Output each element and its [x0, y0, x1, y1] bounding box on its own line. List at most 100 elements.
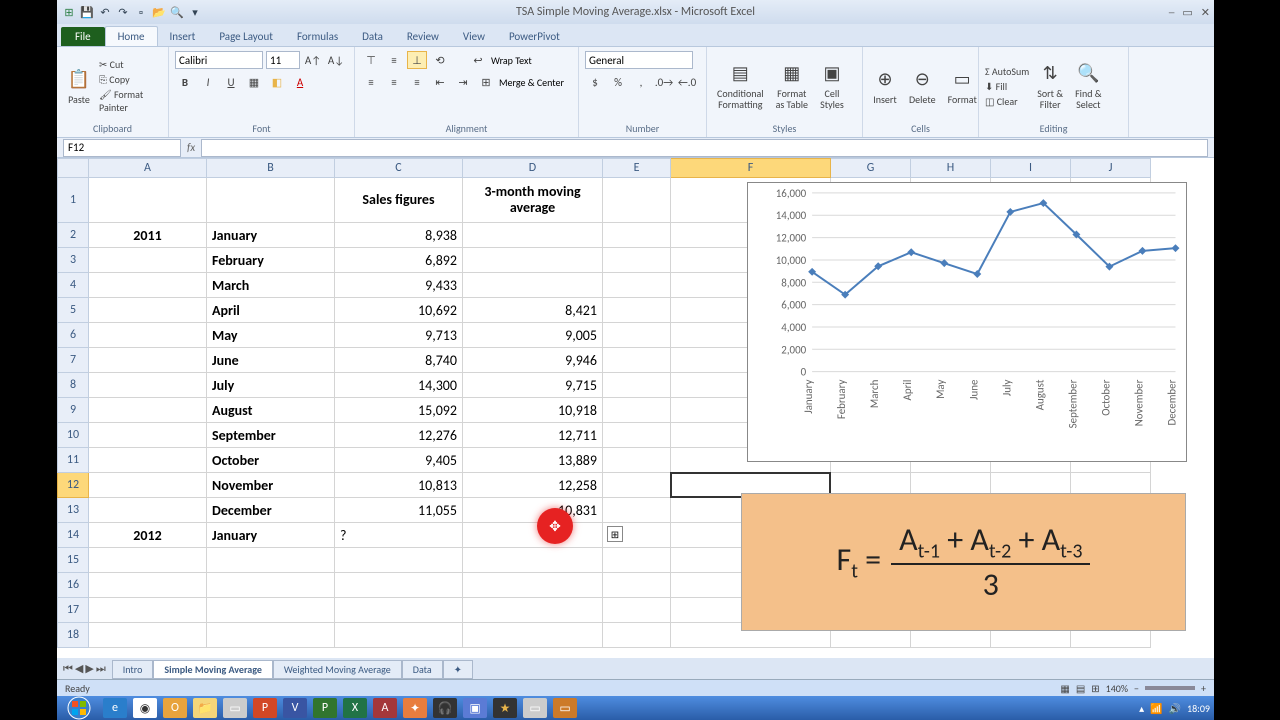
cell-B15[interactable]	[207, 548, 335, 573]
row-header[interactable]: 10	[57, 423, 89, 448]
cell-B11[interactable]: October	[207, 448, 335, 473]
cell-C15[interactable]	[335, 548, 463, 573]
percent-icon[interactable]: %	[608, 73, 628, 91]
cell-D10[interactable]: 12,711	[463, 423, 603, 448]
task-access-icon[interactable]: A	[373, 698, 397, 718]
row-header[interactable]: 8	[57, 373, 89, 398]
cell-B6[interactable]: May	[207, 323, 335, 348]
underline-button[interactable]: U	[221, 73, 241, 91]
view-layout-icon[interactable]: ▤	[1076, 682, 1085, 695]
fill-button[interactable]: ⬇ Fill	[985, 80, 1029, 93]
row-header[interactable]: 14	[57, 523, 89, 548]
grow-font-icon[interactable]: A↑	[303, 51, 323, 69]
nav-first-icon[interactable]: ⏮	[63, 662, 73, 676]
cell-B1[interactable]	[207, 178, 335, 223]
cell-E16[interactable]	[603, 573, 671, 598]
cell-A1[interactable]	[89, 178, 207, 223]
zoom-out-icon[interactable]: −	[1134, 682, 1139, 695]
cell-B2[interactable]: January	[207, 223, 335, 248]
cell-A14[interactable]: 2012	[89, 523, 207, 548]
ribbon-tab-powerpivot[interactable]: PowerPivot	[497, 27, 572, 46]
row-header[interactable]: 17	[57, 598, 89, 623]
row-header[interactable]: 15	[57, 548, 89, 573]
bold-button[interactable]: B	[175, 73, 195, 91]
dec-decimal-icon[interactable]: ←.0	[677, 73, 697, 91]
ribbon-tab-home[interactable]: Home	[105, 26, 158, 46]
font-color-button[interactable]: A	[290, 73, 310, 91]
fill-color-button[interactable]: ◧	[267, 73, 287, 91]
cell-D13[interactable]: 10,831	[463, 498, 603, 523]
cell-D16[interactable]	[463, 573, 603, 598]
italic-button[interactable]: I	[198, 73, 218, 91]
task-excel-icon[interactable]: X	[343, 698, 367, 718]
comma-icon[interactable]: ,	[631, 73, 651, 91]
cell-A4[interactable]	[89, 273, 207, 298]
tray-network-icon[interactable]: 📶	[1150, 702, 1162, 715]
task-app6-icon[interactable]: ▭	[523, 698, 547, 718]
column-header-A[interactable]: A	[89, 158, 207, 178]
cell-E11[interactable]	[603, 448, 671, 473]
align-center-icon[interactable]: ≡	[384, 73, 404, 91]
cell-D5[interactable]: 8,421	[463, 298, 603, 323]
cell-D2[interactable]	[463, 223, 603, 248]
cell-E1[interactable]	[603, 178, 671, 223]
cell-C18[interactable]	[335, 623, 463, 648]
view-break-icon[interactable]: ⊞	[1091, 682, 1099, 695]
column-header-D[interactable]: D	[463, 158, 603, 178]
minimize-icon[interactable]: ─	[1169, 6, 1175, 19]
cell-C4[interactable]: 9,433	[335, 273, 463, 298]
restore-icon[interactable]: ▭	[1182, 6, 1192, 19]
cell-B16[interactable]	[207, 573, 335, 598]
cell-E9[interactable]	[603, 398, 671, 423]
open-icon[interactable]: 📂	[151, 4, 167, 20]
cell-C12[interactable]: 10,813	[335, 473, 463, 498]
worksheet-grid[interactable]: ABCDEFGHIJ1Sales figures3-month moving a…	[57, 158, 1214, 658]
column-header-H[interactable]: H	[911, 158, 991, 178]
row-header[interactable]: 11	[57, 448, 89, 473]
cell-C2[interactable]: 8,938	[335, 223, 463, 248]
insert-sheet-icon[interactable]: ✦	[443, 660, 473, 679]
cell-E10[interactable]	[603, 423, 671, 448]
task-app3-icon[interactable]: 🎧	[433, 698, 457, 718]
cell-B13[interactable]: December	[207, 498, 335, 523]
copy-button[interactable]: ⎘ Copy	[99, 73, 162, 86]
cell-A3[interactable]	[89, 248, 207, 273]
cell-E2[interactable]	[603, 223, 671, 248]
align-left-icon[interactable]: ≡	[361, 73, 381, 91]
view-normal-icon[interactable]: ▦	[1060, 682, 1069, 695]
task-powerpoint-icon[interactable]: P	[253, 698, 277, 718]
indent-inc-icon[interactable]: ⇥	[453, 73, 473, 91]
cell-A7[interactable]	[89, 348, 207, 373]
cell-E6[interactable]	[603, 323, 671, 348]
cell-A13[interactable]	[89, 498, 207, 523]
cell-E17[interactable]	[603, 598, 671, 623]
cell-D7[interactable]: 9,946	[463, 348, 603, 373]
task-chrome-icon[interactable]: ◉	[133, 698, 157, 718]
font-size-select[interactable]: 11	[266, 51, 300, 69]
close-icon[interactable]: ✕	[1201, 6, 1210, 19]
cell-B17[interactable]	[207, 598, 335, 623]
cell-D14[interactable]	[463, 523, 603, 548]
cell-C14[interactable]: ?	[335, 523, 463, 548]
redo-icon[interactable]: ↷	[115, 4, 131, 20]
autofill-options-icon[interactable]: ⊞	[607, 526, 623, 542]
row-header[interactable]: 7	[57, 348, 89, 373]
paste-button[interactable]: 📋Paste	[63, 66, 95, 107]
cell-C7[interactable]: 8,740	[335, 348, 463, 373]
cell-D8[interactable]: 9,715	[463, 373, 603, 398]
undo-icon[interactable]: ↶	[97, 4, 113, 20]
task-folder-icon[interactable]: 📁	[193, 698, 217, 718]
currency-icon[interactable]: $	[585, 73, 605, 91]
row-header[interactable]: 6	[57, 323, 89, 348]
cell-A2[interactable]: 2011	[89, 223, 207, 248]
row-header[interactable]: 16	[57, 573, 89, 598]
format-as-table-button[interactable]: ▦Format as Table	[772, 60, 812, 112]
conditional-formatting-button[interactable]: ▤Conditional Formatting	[713, 60, 768, 112]
cell-C1[interactable]: Sales figures	[335, 178, 463, 223]
ribbon-tab-insert[interactable]: Insert	[158, 27, 208, 46]
zoom-slider[interactable]	[1145, 686, 1195, 690]
formula-bar[interactable]	[201, 139, 1208, 157]
cell-D11[interactable]: 13,889	[463, 448, 603, 473]
align-bottom-icon[interactable]: ⊥	[407, 51, 427, 69]
cell-E3[interactable]	[603, 248, 671, 273]
